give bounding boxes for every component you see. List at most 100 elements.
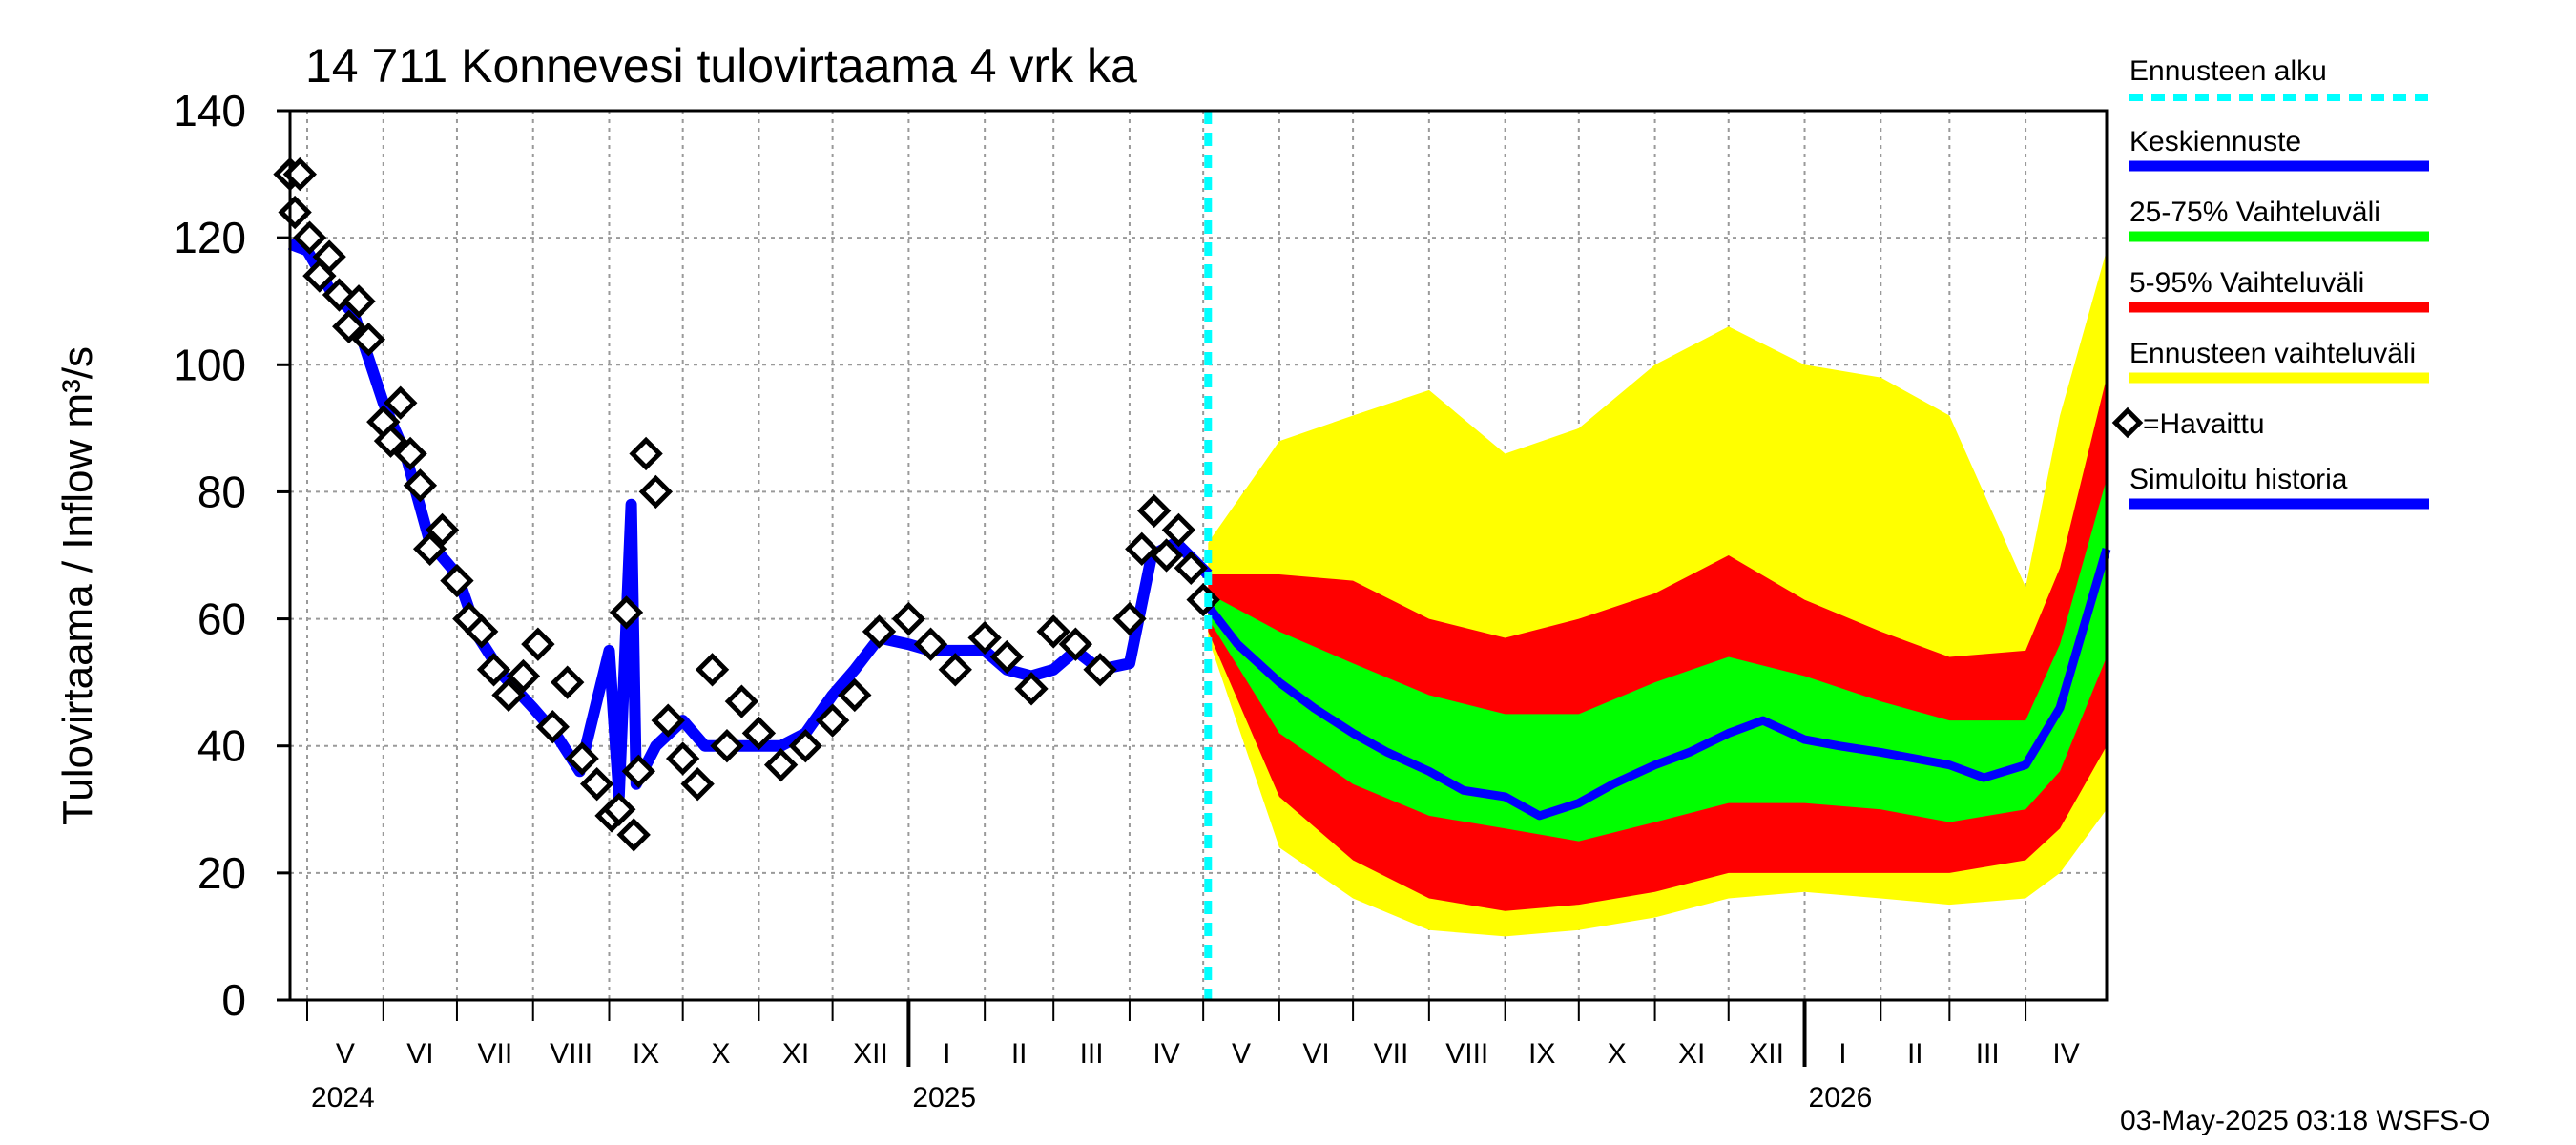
x-month-label: IV [1153, 1038, 1179, 1070]
y-tick-label: 120 [173, 213, 246, 262]
observed-point [724, 684, 759, 718]
observed-point [1112, 601, 1147, 636]
observed-point [741, 716, 777, 751]
y-tick-label: 140 [173, 86, 246, 135]
observed-point [579, 767, 614, 802]
observed-point [938, 653, 972, 687]
observed-point [763, 748, 799, 782]
observed-point [967, 620, 1002, 656]
observed-point [1161, 512, 1196, 548]
x-month-label: V [1232, 1038, 1251, 1070]
observed-point [629, 436, 663, 471]
y-tick-label: 60 [197, 594, 246, 644]
x-month-label: XI [1678, 1038, 1705, 1070]
x-month-label: V [336, 1038, 355, 1070]
observed-point [312, 239, 346, 274]
x-month-label: XII [853, 1038, 888, 1070]
x-month-label: VII [477, 1038, 512, 1070]
observed-point [695, 653, 730, 687]
legend-range-label: Ennusteen vaihteluväli [2129, 338, 2416, 369]
observed-point [838, 677, 872, 713]
legend-forecast-start-label: Ennusteen alku [2129, 55, 2327, 87]
observed-point [278, 195, 312, 230]
observed-point [332, 309, 366, 344]
x-month-label: X [712, 1038, 731, 1070]
observed-point [815, 703, 850, 738]
observed-point [342, 284, 376, 319]
observed-point [351, 323, 386, 357]
observed-point [1083, 653, 1117, 687]
legend-observed-marker [2111, 406, 2144, 439]
x-month-label: XI [782, 1038, 809, 1070]
x-month-label: VI [1302, 1038, 1329, 1070]
observed-point [1058, 627, 1093, 661]
observed-point [1174, 551, 1208, 585]
x-year-label: 2024 [311, 1082, 375, 1114]
observed-point [680, 767, 715, 802]
observed-point [292, 220, 327, 255]
observed-point [665, 741, 700, 776]
observed-point [282, 156, 317, 192]
x-month-label: VIII [550, 1038, 592, 1070]
observed-point [710, 729, 744, 763]
x-month-label: VIII [1445, 1038, 1488, 1070]
observed-point [551, 665, 585, 699]
y-tick-label: 0 [221, 975, 246, 1025]
observed-point [989, 639, 1024, 675]
x-month-label: III [1080, 1038, 1104, 1070]
plot-frame [288, 109, 2109, 1002]
observed-point [616, 818, 651, 852]
x-month-label: VII [1374, 1038, 1409, 1070]
legend-p25-75-label: 25-75% Vaihteluväli [2129, 197, 2380, 228]
observed-point [373, 424, 408, 458]
observed-point [609, 595, 644, 630]
x-month-label: I [1839, 1038, 1846, 1070]
simulated-history-line [287, 239, 1213, 802]
x-month-label: VI [406, 1038, 433, 1070]
observed-point [1149, 538, 1184, 572]
observed-point [1036, 614, 1070, 649]
observed-point [1014, 672, 1049, 706]
observed-point [535, 710, 570, 744]
observed-point [1125, 531, 1159, 567]
observed-point [476, 653, 511, 687]
observed-point [565, 741, 599, 776]
observed-point [602, 792, 636, 826]
y-tick-label: 80 [197, 467, 246, 516]
x-month-label: XII [1749, 1038, 1784, 1070]
observed-point [506, 658, 541, 694]
x-month-label: II [1907, 1038, 1923, 1070]
observed-point [891, 601, 926, 636]
y-tick-label: 100 [173, 340, 246, 389]
legend-p5-95-label: 5-95% Vaihteluväli [2129, 267, 2364, 299]
y-tick-label: 40 [197, 721, 246, 771]
legend-simulated-label: Simuloitu historia [2129, 464, 2348, 495]
observed-point [412, 531, 447, 566]
y-tick-label: 20 [197, 848, 246, 898]
legend: Ennusteen alku Keskiennuste 25-75% Vaiht… [2111, 55, 2429, 510]
y-axis-label: Tulovirtaama / Inflow m³/s [54, 346, 101, 825]
forecast-mean-line [1204, 548, 2111, 821]
x-month-label: II [1011, 1038, 1028, 1070]
x-month-label: III [1976, 1038, 2000, 1070]
observed-point [913, 627, 948, 661]
observed-point [521, 627, 555, 661]
plot-area [273, 110, 2111, 1000]
x-month-label: I [943, 1038, 950, 1070]
observed-point [638, 474, 674, 510]
legend-mean-label: Keskiennuste [2129, 126, 2301, 157]
footer-timestamp: 03-May-2025 03:18 WSFS-O [2120, 1105, 2491, 1136]
x-month-label: IX [633, 1038, 659, 1070]
observed-point [425, 512, 460, 548]
observed-point [651, 703, 685, 738]
observed-point [393, 436, 427, 471]
x-month-label: IX [1528, 1038, 1555, 1070]
observed-point [384, 385, 418, 420]
observed-point [621, 754, 656, 788]
observed-point [1137, 493, 1172, 529]
observed-point [491, 677, 526, 713]
legend-observed-label: =Havaittu [2143, 408, 2265, 440]
observed-point [465, 614, 499, 649]
